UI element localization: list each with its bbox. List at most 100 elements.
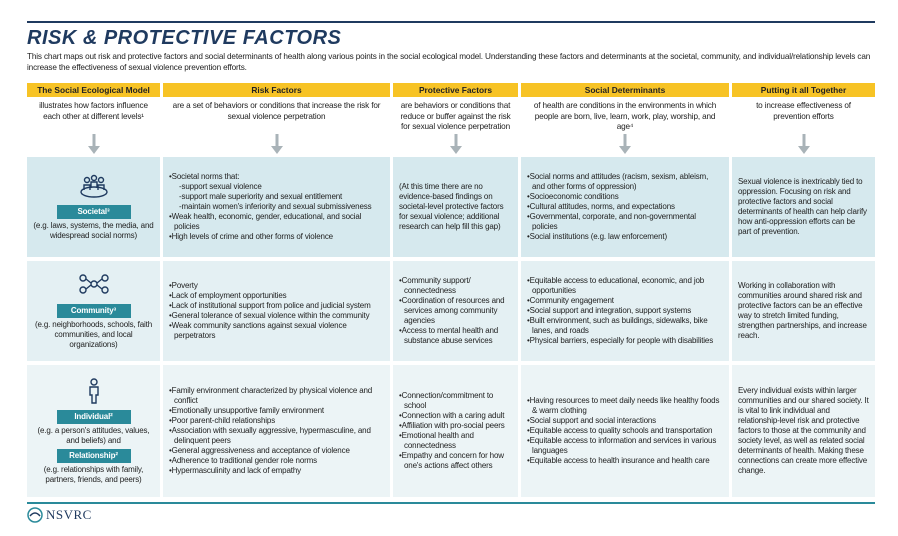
risk-factor-item: Poverty bbox=[169, 281, 384, 291]
column-description: illustrates how factors influence each o… bbox=[39, 101, 148, 121]
arrow-icon bbox=[87, 134, 100, 154]
social-determinant-item: Community engagement bbox=[527, 296, 723, 306]
risk-cell: PovertyLack of employment opportunitiesL… bbox=[163, 261, 390, 361]
level-label: Relationship² bbox=[56, 448, 131, 463]
down-arrow bbox=[521, 133, 729, 157]
column-heading: Social Determinants bbox=[521, 83, 729, 97]
risk-factor-item: General tolerance of sexual violence wit… bbox=[169, 311, 384, 321]
risk-factor-subitem: -maintain women's inferiority and sexual… bbox=[179, 202, 372, 211]
risk-factor-item: Hypermasculinity and lack of empathy bbox=[169, 466, 384, 476]
risk-factor-item: Emotionally unsupportive family environm… bbox=[169, 406, 384, 416]
risk-factor-item: Adherence to traditional gender role nor… bbox=[169, 456, 384, 466]
level-cell: Individual² (e.g. a person's attitudes, v… bbox=[27, 365, 160, 497]
column-heading: The Social Ecological Model bbox=[27, 83, 160, 97]
social-determinant-item: Social institutions (e.g. law enforcemen… bbox=[527, 232, 723, 242]
arrow-icon bbox=[797, 134, 810, 154]
together-cell: Working in collaboration with communitie… bbox=[732, 261, 875, 361]
protective-factor-list: Community support/ connectednessCoordina… bbox=[399, 276, 512, 346]
social-determinant-list: Having resources to meet daily needs lik… bbox=[527, 396, 723, 466]
risk-factor-item: Association with sexually aggressive, hy… bbox=[169, 426, 384, 446]
logo-mark bbox=[27, 507, 43, 523]
together-text: Sexual violence is inextricably tied to … bbox=[738, 177, 867, 236]
protective-cell: Community support/ connectednessCoordina… bbox=[393, 261, 518, 361]
social-determinant-item: Socioeconomic conditions bbox=[527, 192, 723, 202]
social-determinant-item: Equitable access to educational, economi… bbox=[527, 276, 723, 296]
protective-factor-item: Connection with a caring adult bbox=[399, 411, 512, 421]
risk-factor-list: Family environment characterized by phys… bbox=[169, 386, 384, 476]
level-cell: Societal³ (e.g. laws, systems, the media,… bbox=[27, 157, 160, 257]
individual-icon bbox=[88, 377, 99, 404]
risk-factor-item: Lack of institutional support from polic… bbox=[169, 301, 384, 311]
footer-rule bbox=[27, 502, 875, 504]
protective-factor-item: Coordination of resources and services a… bbox=[399, 296, 512, 326]
social-determinant-item: Built environment, such as buildings, si… bbox=[527, 316, 723, 336]
logo: NSVRC bbox=[27, 507, 92, 523]
risk-factor-item: Family environment characterized by phys… bbox=[169, 386, 384, 406]
community-icon bbox=[78, 274, 109, 294]
social-determinant-item: Physical barriers, especially for people… bbox=[527, 336, 723, 346]
protective-factor-item: Access to mental health and substance ab… bbox=[399, 326, 512, 346]
risk-factor-item: Weak health, economic, gender, education… bbox=[169, 212, 384, 232]
level-icon bbox=[87, 377, 101, 407]
social-determinant-item: Social norms and attitudes (racism, sexi… bbox=[527, 172, 723, 192]
risk-factor-item: High levels of crime and other forms of … bbox=[169, 232, 384, 242]
level-example: (e.g. laws, systems, the media, and wide… bbox=[33, 221, 154, 240]
together-text: Every individual exists within larger co… bbox=[738, 386, 869, 475]
risk-factor-item: Societal norms that: bbox=[169, 172, 384, 182]
together-text: Working in collaboration with communitie… bbox=[738, 281, 867, 340]
risk-factor-item: General aggressiveness and acceptance of… bbox=[169, 446, 384, 456]
risk-factor-subitem: -support male superiority and sexual ent… bbox=[179, 192, 343, 201]
column-description: are behaviors or conditions that reduce … bbox=[400, 101, 511, 131]
down-arrow bbox=[163, 133, 390, 157]
down-arrow bbox=[393, 133, 518, 157]
column-heading: Putting it all Together bbox=[732, 83, 875, 97]
social-determinant-item: Governmental, corporate, and non-governm… bbox=[527, 212, 723, 232]
intro: This chart maps out risk and protective … bbox=[27, 52, 871, 72]
down-arrow bbox=[27, 133, 160, 157]
determinants-cell: Having resources to meet daily needs lik… bbox=[521, 365, 729, 497]
social-determinant-item: Equitable access to quality schools and … bbox=[527, 426, 723, 436]
down-arrow bbox=[732, 133, 875, 157]
table: The Social Ecological Model Risk Factors P… bbox=[27, 83, 875, 501]
level-example: (e.g. neighborhoods, schools, faith comm… bbox=[34, 320, 153, 349]
column-heading: Risk Factors bbox=[163, 83, 390, 97]
social-determinant-item: Equitable access to information and serv… bbox=[527, 436, 723, 456]
protective-cell: (At this time there are no evidence-base… bbox=[393, 157, 518, 257]
level-label: Community³ bbox=[56, 304, 131, 318]
level-example: (e.g. relationships with family, partner… bbox=[43, 464, 144, 484]
together-cell: Sexual violence is inextricably tied to … bbox=[732, 157, 875, 257]
protective-note: (At this time there are no evidence-base… bbox=[399, 182, 504, 231]
level-cell: Community³ (e.g. neighborhoods, schools, … bbox=[27, 261, 160, 361]
together-cell: Every individual exists within larger co… bbox=[732, 365, 875, 497]
top-rule bbox=[27, 21, 875, 23]
title: RISK & PROTECTIVE FACTORS bbox=[27, 27, 342, 49]
protective-factor-item: Community support/ connectedness bbox=[399, 276, 512, 296]
column-heading: Protective Factors bbox=[393, 83, 518, 97]
determinants-cell: Social norms and attitudes (racism, sexi… bbox=[521, 157, 729, 257]
social-determinant-item: Social support and integration, support … bbox=[527, 306, 723, 316]
protective-factor-item: Emotional health and connectedness bbox=[399, 431, 512, 451]
social-determinant-list: Equitable access to educational, economi… bbox=[527, 276, 723, 346]
protective-factor-list: Connection/commitment to schoolConnectio… bbox=[399, 391, 512, 471]
social-determinant-item: Equitable access to health insurance and… bbox=[527, 456, 723, 466]
level-icon bbox=[76, 272, 112, 301]
societal-icon bbox=[79, 174, 108, 198]
social-determinant-list: Social norms and attitudes (racism, sexi… bbox=[527, 172, 723, 242]
determinants-cell: Equitable access to educational, economi… bbox=[521, 261, 729, 361]
risk-factor-item: Weak community sanctions against sexual … bbox=[169, 321, 384, 341]
column-description: of health are conditions in the environm… bbox=[533, 101, 717, 131]
column-description: to increase effectiveness of prevention … bbox=[756, 101, 851, 121]
level-icon bbox=[79, 173, 109, 202]
risk-factor-list: Societal norms that:-support sexual viol… bbox=[169, 172, 384, 242]
arrow-icon bbox=[619, 134, 631, 154]
protective-factor-item: Empathy and concern for how one's action… bbox=[399, 451, 512, 471]
risk-factor-item: Poor parent-child relationships bbox=[169, 416, 384, 426]
protective-factor-item: Connection/commitment to school bbox=[399, 391, 512, 411]
social-determinant-item: Cultural attitudes, norms, and expectati… bbox=[527, 202, 723, 212]
level-example: (e.g. a person's attitudes, values, and … bbox=[37, 425, 150, 445]
protective-factor-item: Affiliation with pro-social peers bbox=[399, 421, 512, 431]
social-determinant-item: Social support and social interactions bbox=[527, 416, 723, 426]
arrow-icon bbox=[449, 134, 462, 154]
protective-cell: Connection/commitment to schoolConnectio… bbox=[393, 365, 518, 497]
